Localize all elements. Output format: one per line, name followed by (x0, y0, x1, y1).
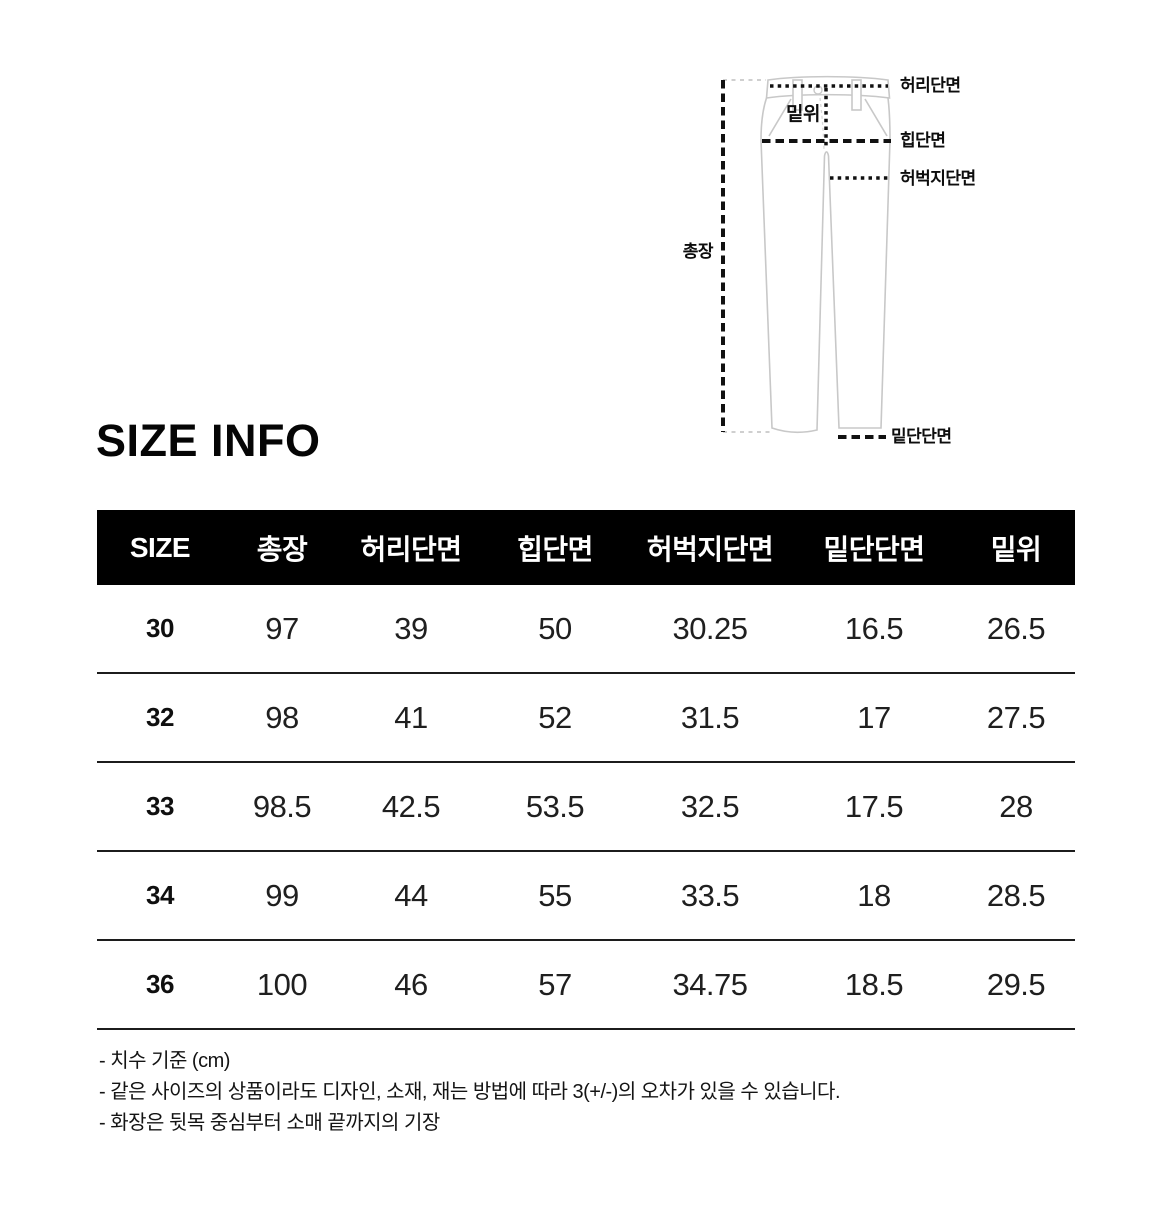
total-length-cell: 97 (265, 610, 299, 646)
column-header-hem: 밑단단면 (823, 533, 925, 565)
rise-cell: 26.5 (986, 610, 1046, 646)
column-header-total-length: 총장 (256, 533, 308, 565)
waist-cell: 41 (394, 699, 428, 735)
hip-label: 힙단면 (900, 131, 946, 150)
rise-cell: 28 (999, 788, 1033, 824)
thigh-label: 허벅지단면 (900, 169, 976, 188)
hem-label: 밑단단면 (891, 427, 952, 446)
waist-label: 허리단면 (900, 76, 961, 95)
size-table-header-row: SIZE 총장 허리단면 힙단면 허벅지단면 밑단단면 밑위 (97, 510, 1075, 585)
size-cell: 33 (146, 791, 174, 821)
total-length-cell: 100 (256, 966, 308, 1002)
thigh-cell: 30.25 (672, 610, 748, 646)
size-notes: - 치수 기준 (cm) - 같은 사이즈의 상품이라도 디자인, 소재, 재는… (99, 1046, 1099, 1139)
table-row-size-33: 33 98.5 42.5 53.5 32.5 17.5 28 (97, 763, 1075, 852)
size-cell: 32 (146, 702, 174, 732)
rise-cell: 27.5 (986, 699, 1046, 735)
total-length-cell: 99 (265, 877, 299, 913)
pants-measurement-diagram: 허리단면 밑위 힙단면 허벅지단면 총장 밑단단면 (660, 50, 1010, 470)
table-row-size-36: 36 100 46 57 34.75 18.5 29.5 (97, 941, 1075, 1030)
hip-cell: 53.5 (525, 788, 585, 824)
size-cell: 30 (146, 613, 174, 643)
note-measurement-unit: - 치수 기준 (cm) (99, 1050, 230, 1072)
table-row-size-32: 32 98 41 52 31.5 17 27.5 (97, 674, 1075, 763)
waist-cell: 44 (394, 877, 428, 913)
hip-cell: 52 (538, 699, 572, 735)
column-header-waist: 허리단면 (360, 533, 462, 565)
page-title: SIZE INFO (96, 415, 321, 466)
thigh-cell: 31.5 (680, 699, 740, 735)
waist-cell: 46 (394, 966, 428, 1002)
hem-cell: 17.5 (844, 788, 904, 824)
table-row-size-30: 30 97 39 50 30.25 16.5 26.5 (97, 585, 1075, 674)
hip-cell: 50 (538, 610, 572, 646)
hem-cell: 18 (857, 877, 891, 913)
hip-cell: 57 (538, 966, 572, 1002)
hem-cell: 18.5 (844, 966, 904, 1002)
hem-cell: 16.5 (844, 610, 904, 646)
size-table: SIZE 총장 허리단면 힙단면 허벅지단면 밑단단면 밑위 30 97 39 … (97, 510, 1075, 1030)
column-header-thigh: 허벅지단면 (646, 533, 774, 565)
hip-cell: 55 (538, 877, 572, 913)
column-header-size: SIZE (129, 531, 191, 563)
size-cell: 36 (146, 969, 174, 999)
total-length-label: 총장 (682, 242, 714, 261)
thigh-cell: 34.75 (672, 966, 748, 1002)
rise-cell: 29.5 (986, 966, 1046, 1002)
waist-cell: 42.5 (381, 788, 441, 824)
pants-outline-drawing (721, 75, 891, 439)
total-length-cell: 98 (265, 699, 299, 735)
size-cell: 34 (146, 880, 174, 910)
table-row-size-34: 34 99 44 55 33.5 18 28.5 (97, 852, 1075, 941)
note-tolerance: - 같은 사이즈의 상품이라도 디자인, 소재, 재는 방법에 따라 3(+/-… (99, 1081, 841, 1103)
hem-cell: 17 (857, 699, 891, 735)
thigh-cell: 32.5 (680, 788, 740, 824)
column-header-rise: 밑위 (990, 533, 1042, 565)
thigh-cell: 33.5 (680, 877, 740, 913)
rise-label: 밑위 (786, 104, 820, 125)
total-length-cell: 98.5 (252, 788, 312, 824)
note-sleeve-length: - 화장은 뒷목 중심부터 소매 끝까지의 기장 (99, 1112, 440, 1134)
column-header-hip: 힙단면 (517, 533, 593, 565)
rise-cell: 28.5 (986, 877, 1046, 913)
waist-cell: 39 (394, 610, 428, 646)
